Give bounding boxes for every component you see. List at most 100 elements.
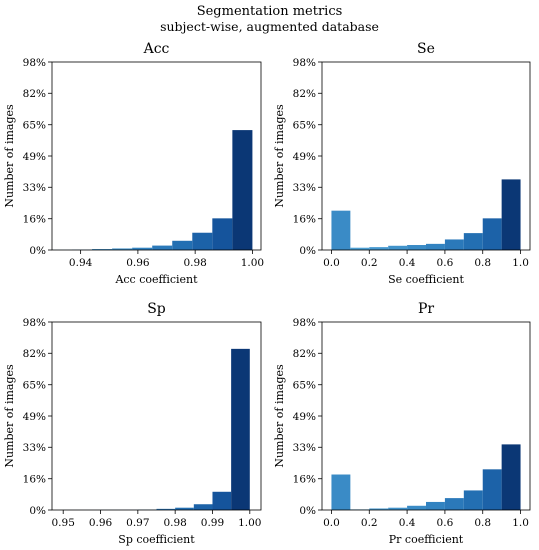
bar-pr-5	[426, 501, 445, 510]
ytick-label-pr-1: 16%	[293, 474, 316, 486]
xtick-label-acc-1: 0.96	[126, 257, 150, 269]
ytick-label-sp-3: 49%	[23, 411, 46, 423]
xtick-label-sp-4: 0.99	[201, 517, 224, 529]
xtick-label-se-4: 0.8	[474, 257, 491, 269]
ytick-label-se-2: 33%	[293, 182, 316, 194]
xlabel-acc: Acc coefficient	[114, 273, 198, 286]
chart-pr: 0% 16% 33% 49% 65% 82% 98% 0.0 0.2 0.4 0.6 0.8 1.0 Pr…	[273, 301, 531, 546]
bar-se-6	[444, 239, 464, 250]
xtick-label-pr-1: 0.2	[361, 517, 378, 529]
bar-se-1	[350, 247, 370, 250]
ytick-label-sp-1: 16%	[23, 474, 46, 486]
xtick-label-se-2: 0.4	[399, 257, 416, 269]
xtick-label-sp-5: 1.00	[238, 517, 261, 529]
bar-acc-3	[112, 248, 133, 250]
subplots: 0% 16% 33% 49% 65% 82% 98% 0.94 0.96 0.98 1.00 Acc A…	[3, 41, 531, 546]
bar-sp-8	[212, 491, 232, 510]
xtick-label-sp-1: 0.96	[89, 517, 113, 529]
ylabel-acc: Number of images	[3, 104, 16, 208]
xtick-label-acc-0: 0.94	[69, 257, 93, 269]
bar-se-4	[407, 245, 426, 250]
bar-pr-7	[463, 490, 483, 510]
ytick-label-pr-3: 49%	[293, 411, 316, 423]
ytick-label-se-0: 0%	[299, 245, 316, 257]
ytick-label-acc-3: 49%	[23, 151, 46, 163]
bar-acc-6	[172, 240, 193, 250]
xtick-label-acc-2: 0.98	[183, 257, 206, 269]
bar-se-9	[501, 179, 521, 250]
ytick-label-acc-1: 16%	[23, 214, 46, 226]
chart-sp: 0% 16% 33% 49% 65% 82% 98% 0.95 0.96 0.97 0.98 0.99…	[3, 301, 261, 546]
ytick-label-sp-4: 65%	[23, 380, 46, 392]
bar-sp-7	[193, 504, 213, 510]
xtick-label-se-5: 1.0	[512, 257, 529, 269]
bar-pr-9	[501, 444, 521, 510]
ytick-label-sp-5: 82%	[23, 348, 46, 360]
xtick-label-se-0: 0.0	[323, 257, 340, 269]
bar-pr-6	[444, 498, 464, 510]
ylabel-sp: Number of images	[3, 364, 16, 468]
bar-acc-2	[92, 249, 113, 250]
ytick-label-acc-5: 82%	[23, 88, 46, 100]
bar-pr-0	[331, 474, 351, 510]
ytick-label-se-6: 98%	[293, 57, 316, 69]
bar-pr-3	[388, 507, 408, 510]
xtick-label-pr-4: 0.8	[474, 517, 491, 529]
bar-acc-8	[212, 218, 233, 250]
bar-pr-2	[369, 508, 389, 510]
ytick-label-se-5: 82%	[293, 88, 316, 100]
ytick-label-pr-6: 98%	[293, 317, 316, 329]
ytick-label-se-3: 49%	[293, 151, 316, 163]
ytick-label-se-1: 16%	[293, 214, 316, 226]
bar-se-2	[369, 247, 389, 250]
chart-se: 0% 16% 33% 49% 65% 82% 98% 0.0 0.2 0.4 0.6 0.8 1.0 Se…	[273, 41, 531, 286]
bar-pr-8	[482, 469, 502, 510]
xtick-label-se-3: 0.6	[437, 257, 454, 269]
ytick-label-acc-4: 65%	[23, 120, 46, 132]
ytick-label-acc-6: 98%	[23, 57, 46, 69]
ytick-label-sp-0: 0%	[29, 505, 46, 517]
xtick-label-acc-3: 1.00	[241, 257, 264, 269]
figure-subtitle: subject-wise, augmented database	[160, 19, 379, 34]
ytick-label-sp-2: 33%	[23, 442, 46, 454]
ytick-label-pr-4: 65%	[293, 380, 316, 392]
xtick-label-pr-5: 1.0	[512, 517, 529, 529]
bar-acc-7	[192, 232, 213, 250]
bar-sp-6	[175, 507, 194, 510]
xlabel-pr: Pr coefficient	[389, 533, 464, 546]
ytick-label-acc-2: 33%	[23, 182, 46, 194]
ytick-label-se-4: 65%	[293, 120, 316, 132]
xlabel-se: Se coefficient	[388, 273, 464, 286]
figure-title: Segmentation metrics	[197, 4, 343, 19]
ytick-label-acc-0: 0%	[29, 245, 46, 257]
panel-title-pr: Pr	[418, 301, 434, 317]
xtick-label-pr-0: 0.0	[323, 517, 340, 529]
bar-se-8	[482, 218, 502, 250]
bar-acc-5	[152, 245, 173, 250]
bar-sp-5	[156, 508, 176, 510]
ytick-label-pr-0: 0%	[299, 505, 316, 517]
panel-title-sp: Sp	[147, 301, 166, 317]
bar-sp-9	[231, 348, 250, 510]
panel-title-se: Se	[417, 41, 435, 57]
bar-pr-4	[407, 505, 426, 510]
bar-se-7	[463, 233, 483, 250]
bar-se-3	[388, 245, 408, 250]
xlabel-sp: Sp coefficient	[118, 533, 195, 546]
chart-acc: 0% 16% 33% 49% 65% 82% 98% 0.94 0.96 0.98 1.00 Acc A…	[3, 41, 264, 286]
xtick-label-sp-3: 0.98	[163, 517, 186, 529]
bar-se-5	[426, 243, 445, 250]
ytick-label-sp-6: 98%	[23, 317, 46, 329]
bar-se-0	[331, 210, 351, 250]
ytick-label-pr-5: 82%	[293, 348, 316, 360]
bar-acc-9	[232, 130, 253, 250]
xtick-label-pr-2: 0.4	[399, 517, 416, 529]
xtick-label-sp-0: 0.95	[52, 517, 75, 529]
bar-acc-4	[132, 247, 153, 250]
ylabel-pr: Number of images	[273, 364, 286, 468]
panel-title-acc: Acc	[143, 41, 170, 57]
axes-frame-sp	[51, 321, 262, 511]
ylabel-se: Number of images	[273, 104, 286, 208]
xtick-label-sp-2: 0.97	[126, 517, 149, 529]
